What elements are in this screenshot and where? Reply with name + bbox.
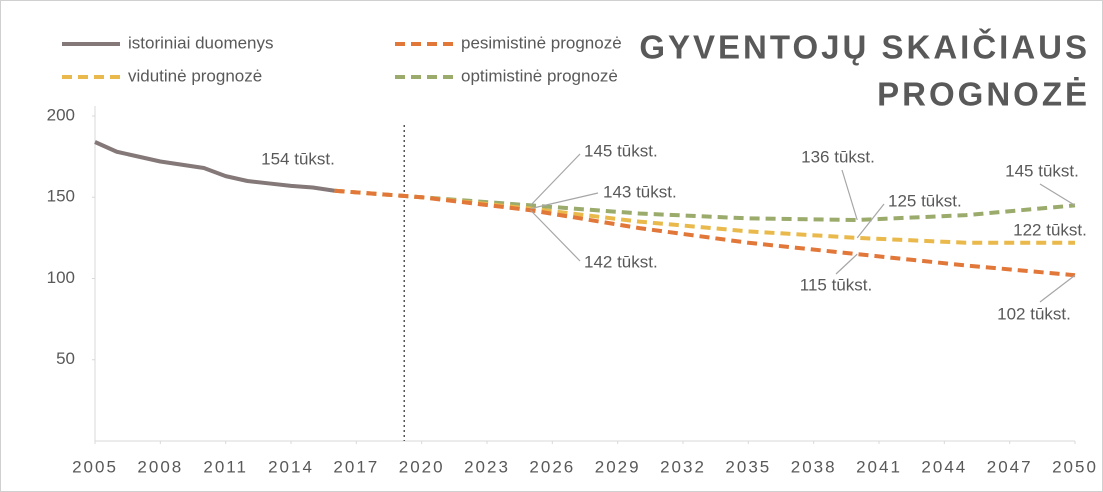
x-tick-label: 2026 (529, 457, 575, 476)
annotation: 122 tūkst. (1013, 220, 1087, 239)
x-tick-label: 2035 (725, 457, 771, 476)
x-tick-label: 2014 (268, 457, 314, 476)
leader-line (856, 203, 885, 239)
x-tick-label: 2020 (399, 457, 445, 476)
leader-line (1039, 274, 1076, 303)
x-tick-label: 2038 (791, 457, 837, 476)
annotation: 143 tūkst. (603, 182, 677, 201)
x-tick-label: 2050 (1052, 457, 1098, 476)
chart-title: GYVENTOJŲ SKAIČIAUS (639, 28, 1090, 66)
annotation: 145 tūkst. (584, 141, 658, 160)
annotation: 125 tūkst. (888, 191, 962, 210)
legend-label: pesimistinė prognozė (461, 33, 622, 52)
chart-title: PROGNOZĖ (877, 76, 1090, 113)
x-tick-label: 2041 (856, 457, 902, 476)
series-line (94, 140, 335, 193)
annotation: 136 tūkst. (801, 147, 875, 166)
x-tick-label: 2011 (203, 457, 248, 476)
y-tick-label: 50 (56, 349, 75, 368)
x-tick-label: 2005 (72, 457, 118, 476)
leader-line (835, 253, 858, 275)
legend-label: vidutinė prognozė (128, 66, 262, 85)
x-tick-label: 2047 (987, 457, 1033, 476)
x-tick-label: 2023 (464, 457, 510, 476)
annotation: 154 tūkst. (261, 149, 335, 168)
x-tick-label: 2032 (660, 457, 706, 476)
annotation: 115 tūkst. (800, 275, 872, 294)
leader-line (1039, 183, 1076, 206)
annotation: 102 tūkst. (997, 304, 1071, 323)
x-tick-label: 2017 (333, 457, 379, 476)
x-tick-label: 2029 (595, 457, 641, 476)
series-line (334, 188, 1076, 278)
y-tick-label: 100 (47, 268, 75, 287)
annotation: 142 tūkst. (584, 252, 658, 271)
leader-line (530, 192, 599, 210)
legend-label: optimistinė prognozė (461, 66, 618, 85)
legend-label: istoriniai duomenys (128, 33, 274, 52)
y-tick-label: 200 (47, 105, 75, 124)
leader-line (530, 209, 581, 262)
x-tick-label: 2044 (921, 457, 967, 476)
leader-line (530, 153, 581, 206)
x-tick-label: 2008 (137, 457, 183, 476)
y-tick-label: 150 (47, 187, 75, 206)
annotation: 145 tūkst. (1005, 161, 1079, 180)
leader-line (841, 169, 858, 221)
